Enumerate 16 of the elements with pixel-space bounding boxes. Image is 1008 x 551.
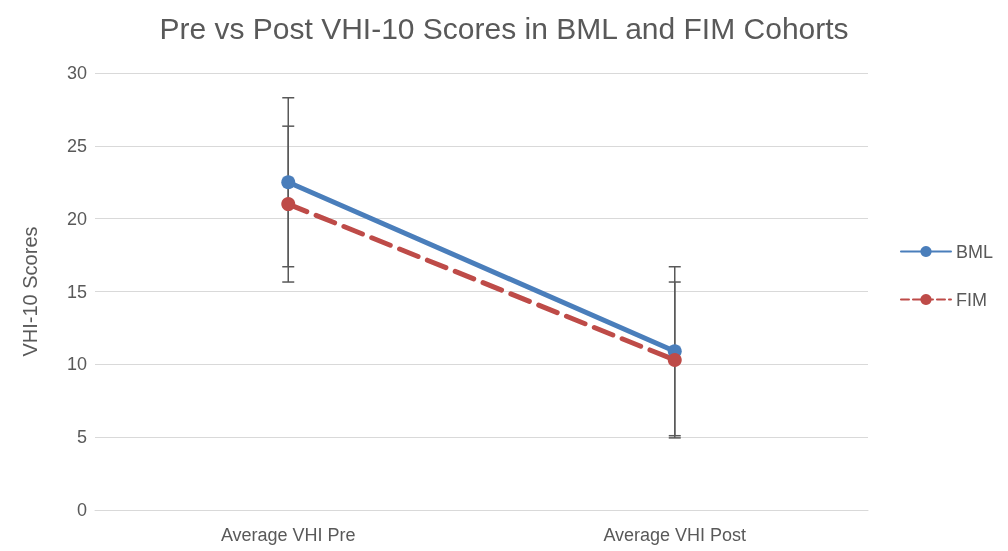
x-tick-label: Average VHI Post xyxy=(603,525,747,545)
y-tick-label: 30 xyxy=(66,63,87,83)
y-tick-label: 25 xyxy=(66,135,87,156)
y-tick-label: 15 xyxy=(66,281,87,302)
y-tick-label: 10 xyxy=(66,354,87,375)
point xyxy=(667,352,682,367)
chart-title: Pre vs Post VHI-10 Scores in BML and FIM Cohorts xyxy=(159,11,849,45)
legend-label: FIM xyxy=(955,289,987,310)
point xyxy=(281,175,296,190)
y-tick-label: 5 xyxy=(76,427,87,448)
point xyxy=(281,197,296,212)
y-tick-label: 0 xyxy=(76,500,87,520)
y-axis-title: VHI-10 Scores xyxy=(19,226,41,357)
legend-label: BML xyxy=(955,241,993,262)
y-tick-label: 20 xyxy=(66,208,87,229)
x-tick-label: Average VHI Pre xyxy=(220,525,356,545)
